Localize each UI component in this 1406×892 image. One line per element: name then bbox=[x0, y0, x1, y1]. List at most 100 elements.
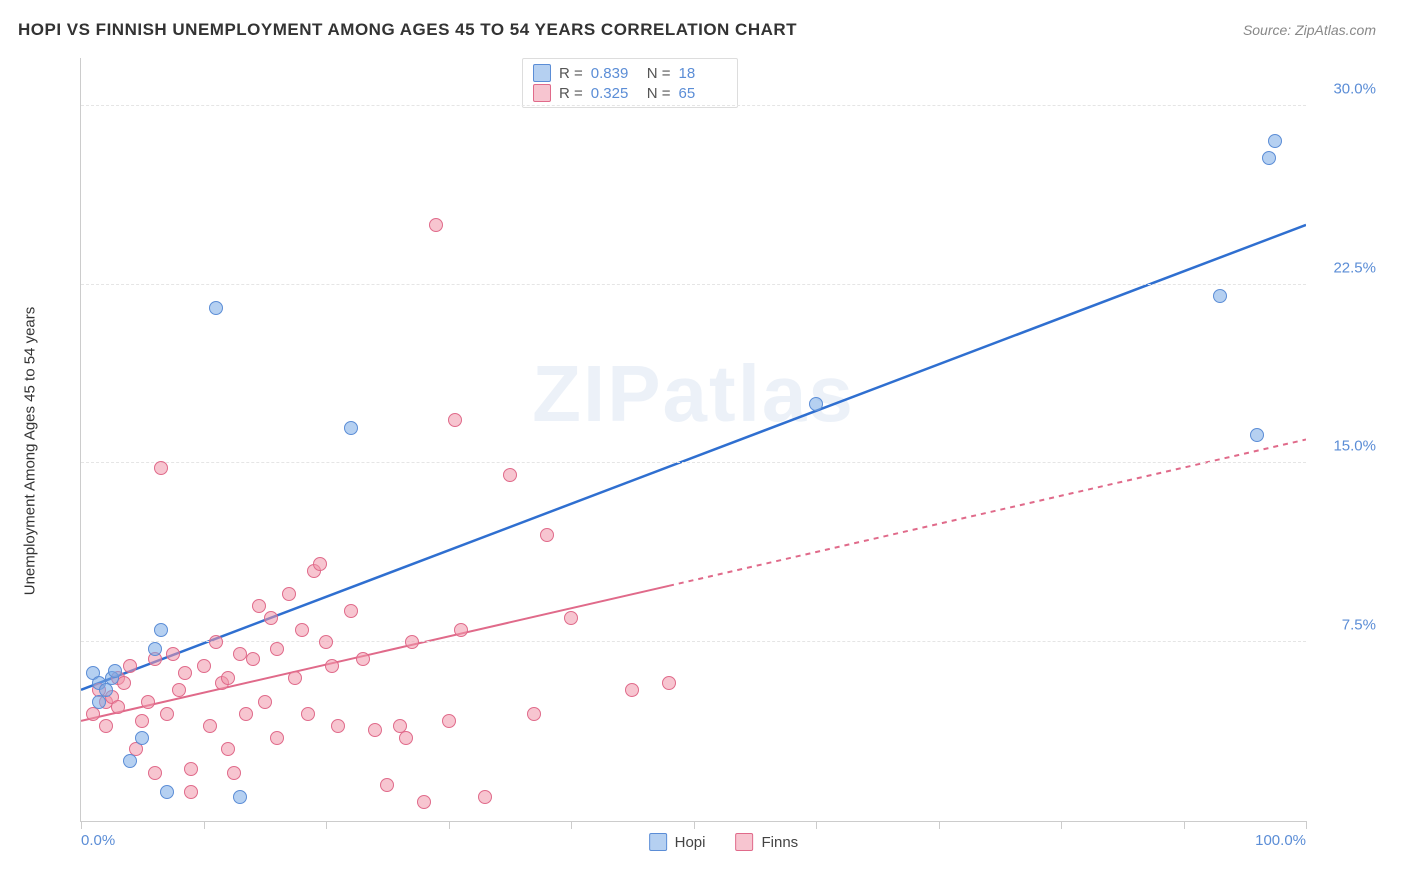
point-finns bbox=[288, 671, 302, 685]
point-finns bbox=[184, 762, 198, 776]
point-finns bbox=[270, 642, 284, 656]
point-finns bbox=[123, 659, 137, 673]
x-tick bbox=[694, 821, 695, 829]
point-finns bbox=[209, 635, 223, 649]
legend-label-finns: Finns bbox=[761, 834, 798, 851]
point-finns bbox=[662, 676, 676, 690]
point-finns bbox=[246, 652, 260, 666]
series-legend: Hopi Finns bbox=[649, 833, 799, 851]
point-finns bbox=[331, 719, 345, 733]
r-value-hopi: 0.839 bbox=[591, 65, 639, 82]
point-finns bbox=[221, 671, 235, 685]
point-hopi bbox=[108, 664, 122, 678]
point-hopi bbox=[123, 754, 137, 768]
x-tick-label: 0.0% bbox=[81, 832, 115, 849]
point-finns bbox=[448, 413, 462, 427]
swatch-hopi bbox=[649, 833, 667, 851]
point-finns bbox=[417, 795, 431, 809]
point-finns bbox=[344, 604, 358, 618]
point-finns bbox=[135, 714, 149, 728]
point-finns bbox=[282, 587, 296, 601]
point-finns bbox=[160, 707, 174, 721]
point-finns bbox=[503, 468, 517, 482]
y-axis-label: Unemployment Among Ages 45 to 54 years bbox=[22, 307, 39, 596]
x-tick bbox=[204, 821, 205, 829]
point-finns bbox=[184, 785, 198, 799]
point-finns bbox=[197, 659, 211, 673]
point-finns bbox=[227, 766, 241, 780]
point-finns bbox=[141, 695, 155, 709]
point-finns bbox=[325, 659, 339, 673]
point-hopi bbox=[1268, 134, 1282, 148]
point-finns bbox=[111, 700, 125, 714]
point-hopi bbox=[209, 301, 223, 315]
gridline-h bbox=[81, 641, 1306, 642]
point-finns bbox=[380, 778, 394, 792]
point-finns bbox=[405, 635, 419, 649]
x-tick bbox=[326, 821, 327, 829]
point-finns bbox=[295, 623, 309, 637]
point-finns bbox=[368, 723, 382, 737]
point-finns bbox=[172, 683, 186, 697]
r-label: R = bbox=[559, 65, 583, 82]
point-hopi bbox=[1250, 428, 1264, 442]
x-tick bbox=[571, 821, 572, 829]
stats-row-hopi: R = 0.839 N = 18 bbox=[533, 63, 727, 83]
x-tick bbox=[449, 821, 450, 829]
chart-title: HOPI VS FINNISH UNEMPLOYMENT AMONG AGES … bbox=[18, 20, 797, 40]
x-tick-label: 100.0% bbox=[1255, 832, 1306, 849]
point-finns bbox=[148, 766, 162, 780]
y-tick-label: 7.5% bbox=[1316, 617, 1376, 634]
point-finns bbox=[442, 714, 456, 728]
r-value-finns: 0.325 bbox=[591, 85, 639, 102]
point-finns bbox=[86, 707, 100, 721]
point-hopi bbox=[154, 623, 168, 637]
point-finns bbox=[454, 623, 468, 637]
stats-legend: R = 0.839 N = 18 R = 0.325 N = 65 bbox=[522, 58, 738, 108]
point-finns bbox=[356, 652, 370, 666]
x-tick bbox=[816, 821, 817, 829]
point-hopi bbox=[99, 683, 113, 697]
legend-item-hopi: Hopi bbox=[649, 833, 706, 851]
plot-area: ZIPatlas R = 0.839 N = 18 R = 0.325 N = … bbox=[80, 58, 1306, 822]
point-hopi bbox=[344, 421, 358, 435]
point-finns bbox=[239, 707, 253, 721]
point-finns bbox=[221, 742, 235, 756]
point-finns bbox=[270, 731, 284, 745]
point-finns bbox=[319, 635, 333, 649]
legend-label-hopi: Hopi bbox=[675, 834, 706, 851]
x-tick bbox=[81, 821, 82, 829]
swatch-hopi bbox=[533, 64, 551, 82]
point-finns bbox=[625, 683, 639, 697]
x-tick bbox=[939, 821, 940, 829]
point-finns bbox=[178, 666, 192, 680]
point-hopi bbox=[135, 731, 149, 745]
x-tick bbox=[1306, 821, 1307, 829]
point-finns bbox=[166, 647, 180, 661]
x-tick bbox=[1184, 821, 1185, 829]
point-finns bbox=[203, 719, 217, 733]
y-tick-label: 22.5% bbox=[1316, 259, 1376, 276]
point-finns bbox=[313, 557, 327, 571]
point-finns bbox=[564, 611, 578, 625]
point-finns bbox=[258, 695, 272, 709]
point-hopi bbox=[233, 790, 247, 804]
point-finns bbox=[399, 731, 413, 745]
point-hopi bbox=[1213, 289, 1227, 303]
n-value-finns: 65 bbox=[679, 85, 727, 102]
point-hopi bbox=[148, 642, 162, 656]
y-tick-label: 30.0% bbox=[1316, 80, 1376, 97]
point-finns bbox=[117, 676, 131, 690]
gridline-h bbox=[81, 105, 1306, 106]
point-finns bbox=[429, 218, 443, 232]
point-finns bbox=[301, 707, 315, 721]
swatch-finns bbox=[735, 833, 753, 851]
point-finns bbox=[252, 599, 266, 613]
stats-row-finns: R = 0.325 N = 65 bbox=[533, 83, 727, 103]
legend-item-finns: Finns bbox=[735, 833, 798, 851]
watermark: ZIPatlas bbox=[532, 348, 855, 440]
x-tick bbox=[1061, 821, 1062, 829]
point-finns bbox=[154, 461, 168, 475]
point-hopi bbox=[809, 397, 823, 411]
gridline-h bbox=[81, 462, 1306, 463]
